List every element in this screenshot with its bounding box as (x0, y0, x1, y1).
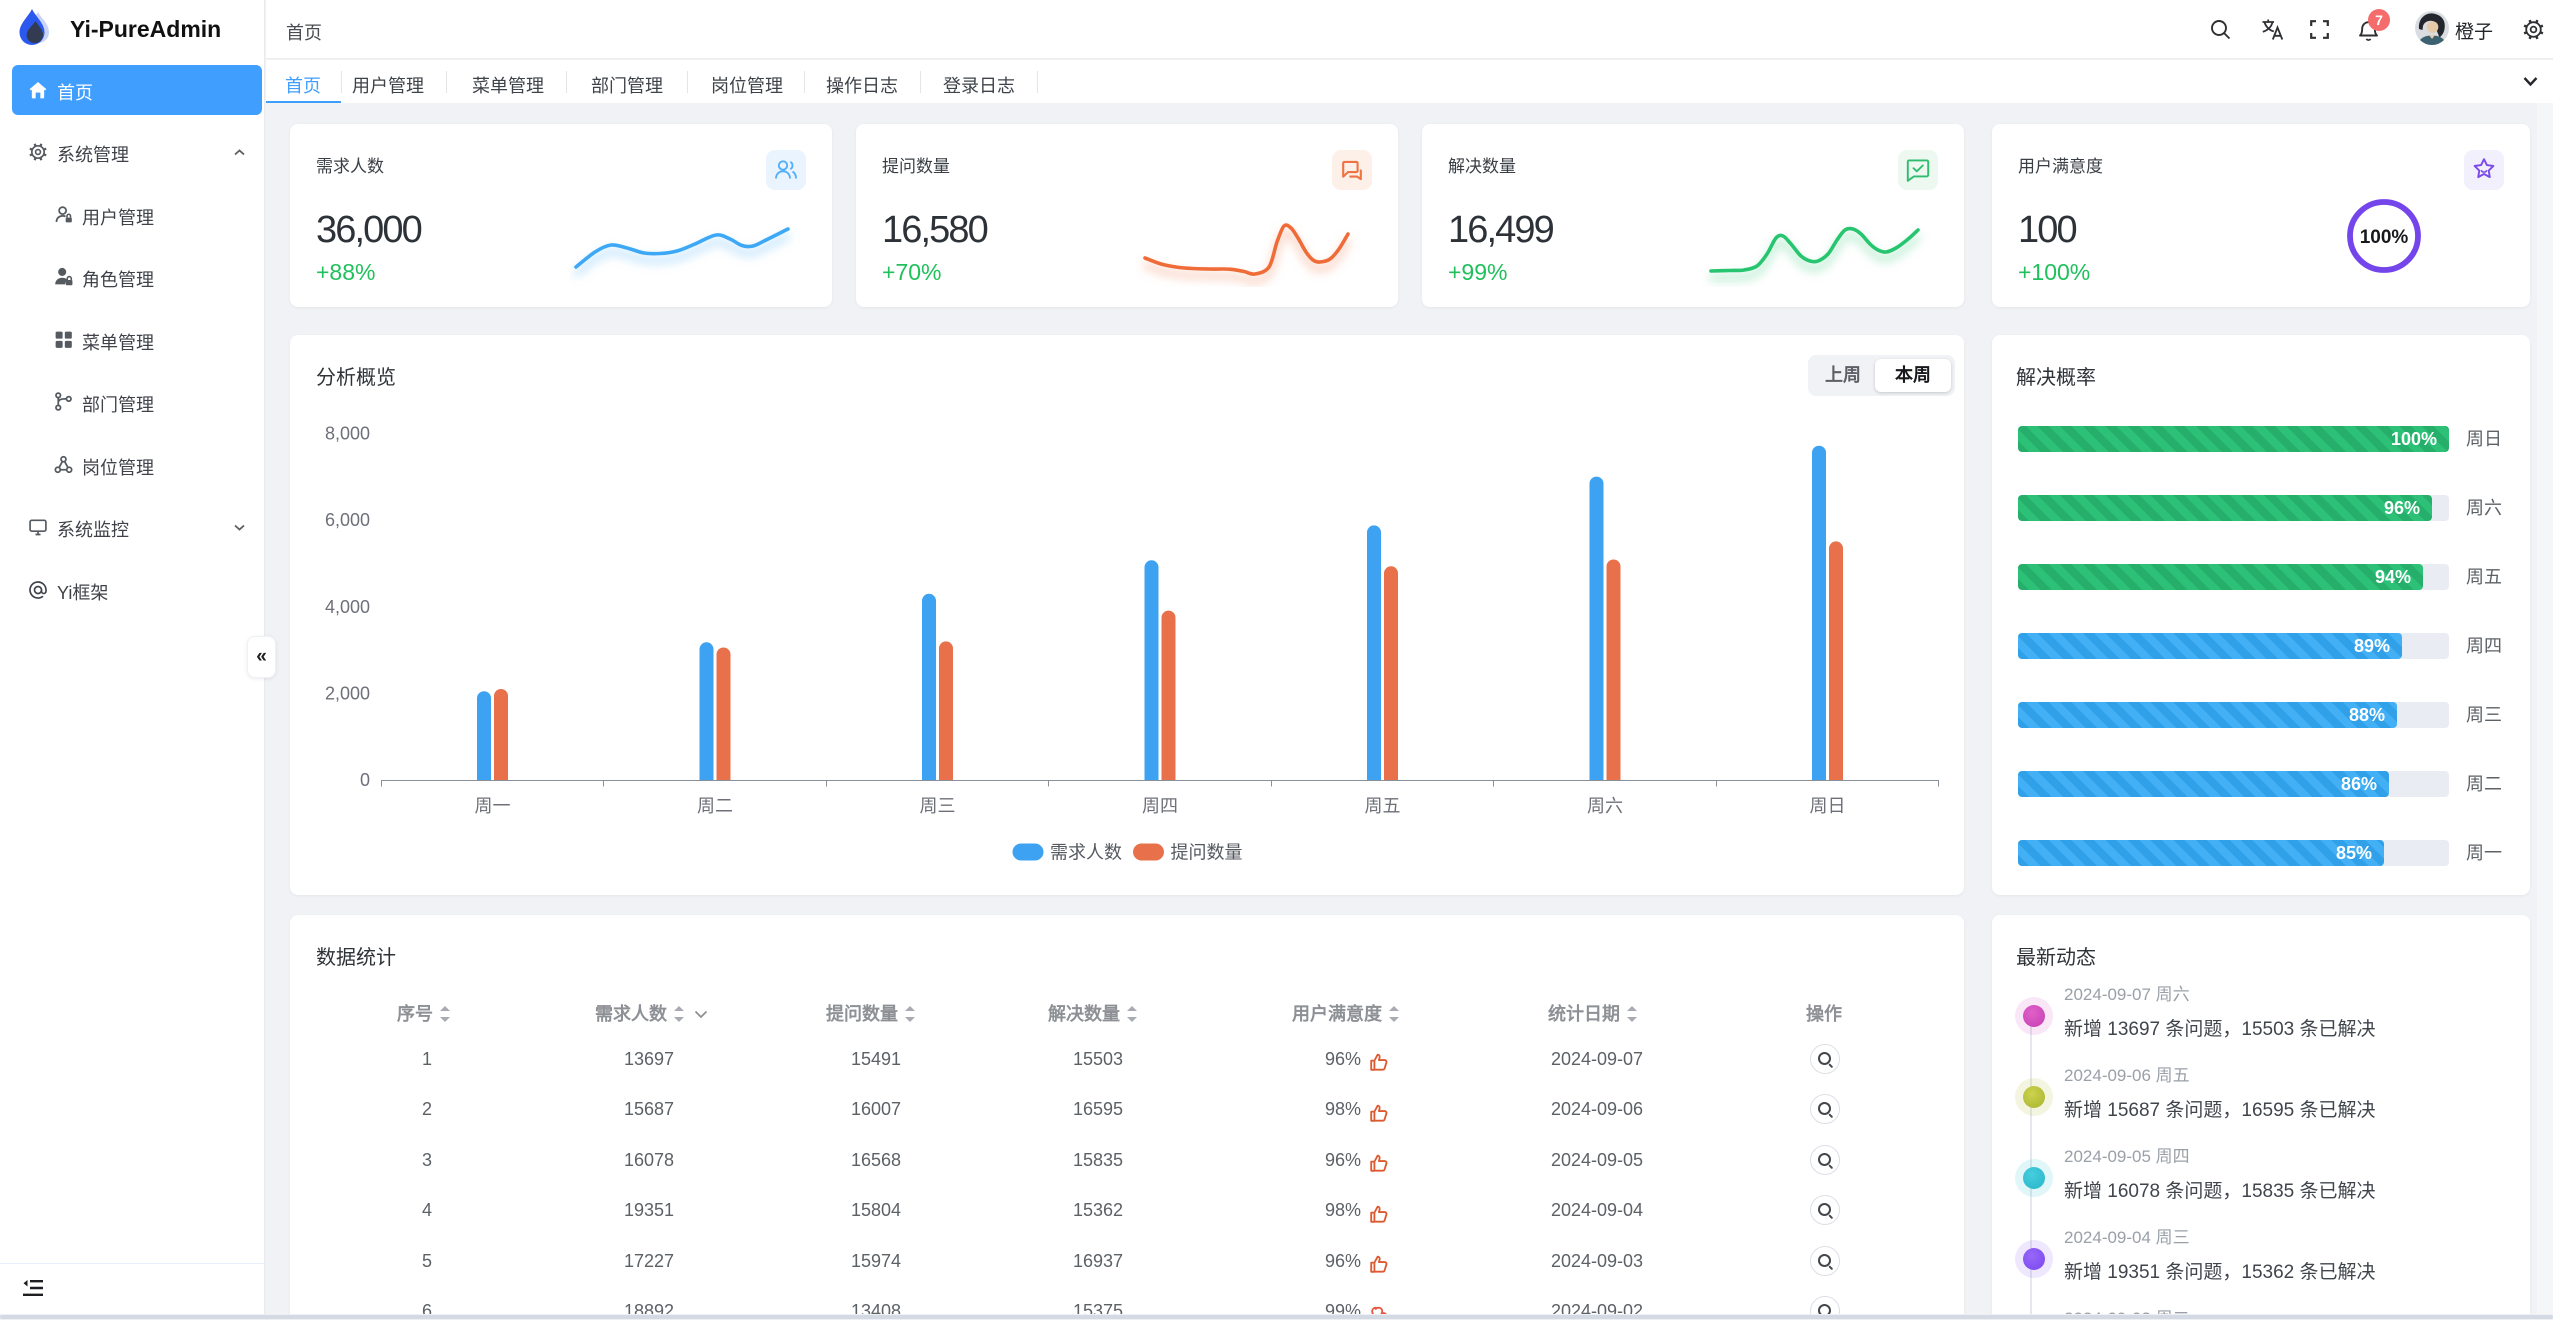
svg-text:6,000: 6,000 (325, 510, 370, 530)
svg-text:周日: 周日 (1810, 796, 1846, 816)
svg-text:周三: 周三 (920, 796, 956, 816)
svg-text:周二: 周二 (697, 796, 733, 816)
svg-text:4,000: 4,000 (325, 597, 370, 617)
svg-text:周五: 周五 (1365, 796, 1401, 816)
svg-text:8,000: 8,000 (325, 424, 370, 444)
svg-text:提问数量: 提问数量 (1171, 843, 1243, 863)
svg-text:周一: 周一 (475, 796, 511, 816)
svg-text:100%: 100% (2360, 227, 2409, 248)
svg-text:周六: 周六 (1587, 796, 1623, 816)
svg-text:0: 0 (360, 770, 370, 790)
svg-text:2,000: 2,000 (325, 683, 370, 703)
svg-text:需求人数: 需求人数 (1050, 843, 1122, 863)
svg-text:周四: 周四 (1142, 796, 1178, 816)
